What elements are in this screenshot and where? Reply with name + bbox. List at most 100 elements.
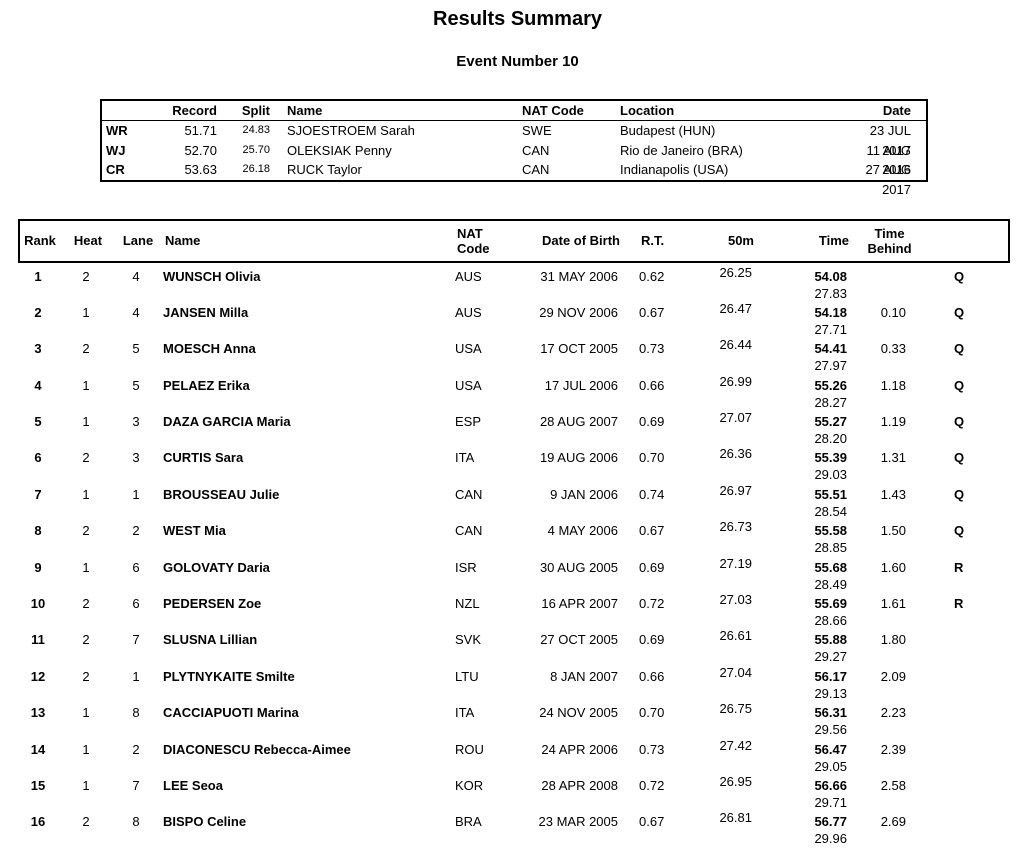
fifty-split-cell: 27.04	[668, 665, 752, 702]
lane-cell: 3	[132, 450, 140, 466]
fifty-split-cell: 26.36	[668, 446, 752, 483]
second-half-split: 28.49	[814, 576, 847, 592]
reaction-time-cell: 0.66	[639, 668, 665, 684]
nat-code-column-header: NAT Code	[522, 103, 584, 118]
result-row: 10 2 6 PEDERSEN Zoe NZL 16 APR 2007 0.72…	[18, 590, 1010, 629]
qualification-cell	[928, 777, 1010, 811]
date-of-birth-cell: 30 AUG 2005	[539, 559, 618, 575]
final-time-value: 55.58	[814, 523, 847, 539]
date-of-birth-column-header: Date of Birth	[542, 232, 620, 248]
swimmer-name-cell: MOESCH Anna	[163, 341, 256, 357]
final-time-value: 56.31	[814, 705, 847, 721]
qualification-cell: Q	[954, 377, 965, 393]
heat-cell: 2	[82, 450, 90, 466]
fifty-split-value: 27.42	[719, 737, 752, 753]
fifty-split-cell: 26.47	[668, 300, 752, 338]
fifty-split-value: 26.61	[719, 628, 752, 644]
lane-column-header: Lane	[122, 232, 154, 248]
qualification-cell: Q	[954, 486, 965, 502]
result-row: 1 2 4 WUNSCH Olivia AUS 31 MAY 2006 0.62…	[18, 263, 1010, 302]
final-time-value: 56.17	[814, 668, 847, 684]
record-row: WR 51.71 24.83 SJOESTROEM Sarah SWE Buda…	[102, 121, 926, 158]
record-location-cell: Indianapolis (USA)	[620, 162, 729, 177]
result-row: 15 1 7 LEE Seoa KOR 28 APR 2008 0.72 26.…	[18, 772, 1010, 811]
heat-cell: 2	[82, 268, 90, 284]
record-holder-cell: OLEKSIAK Penny	[287, 142, 392, 158]
results-table-header: Rank Heat Lane Name NAT Code Date of Bir…	[18, 218, 1010, 263]
heat-cell: 1	[82, 741, 90, 757]
final-time-value: 54.08	[814, 268, 847, 284]
nat-code-cell: AUS	[455, 268, 482, 284]
swimmer-name-cell: DIACONESCU Rebecca-Aimee	[163, 741, 351, 757]
fifty-split-cell: 26.73	[668, 519, 752, 556]
final-time-cell: 55.69 28.66	[752, 595, 847, 629]
record-holder-cell: SJOESTROEM Sarah	[287, 123, 415, 138]
second-half-split: 29.96	[814, 831, 847, 847]
swimmer-name-cell: GOLOVATY Daria	[163, 559, 270, 575]
heat-cell: 2	[82, 632, 90, 648]
page-title: Results Summary	[433, 8, 602, 30]
final-time-value: 56.77	[814, 814, 847, 830]
qualification-cell	[928, 741, 1010, 775]
results-table: Rank Heat Lane Name NAT Code Date of Bir…	[18, 218, 1010, 847]
heat-cell: 2	[82, 668, 90, 684]
qualification-cell	[928, 704, 1010, 738]
final-time-cell: 56.31 29.56	[752, 704, 847, 738]
result-row: 11 2 7 SLUSNA Lillian SVK 27 OCT 2005 0.…	[18, 626, 1010, 665]
rank-cell: 6	[34, 450, 42, 466]
time-behind-cell: 0.10	[880, 304, 906, 320]
fifty-split-value: 26.47	[719, 300, 752, 316]
nat-code-cell: AUS	[455, 304, 482, 320]
fifty-split-value: 27.03	[719, 592, 752, 608]
qualification-cell	[928, 631, 1010, 665]
lane-cell: 7	[132, 777, 140, 793]
second-half-split: 28.27	[814, 394, 847, 410]
swimmer-name-cell: JANSEN Milla	[163, 304, 249, 320]
lane-cell: 1	[132, 486, 140, 502]
event-number-title: Event Number 10	[456, 53, 579, 70]
location-column-header: Location	[620, 103, 675, 118]
final-time-cell: 54.08 27.83	[752, 268, 847, 302]
time-behind-cell: 2.23	[880, 705, 906, 721]
nat-code-cell: ITA	[455, 450, 475, 466]
fifty-split-cell: 26.61	[668, 628, 752, 665]
record-date-cell: 11 AUG 2016	[866, 142, 911, 178]
nat-code-cell: ROU	[455, 741, 484, 757]
heat-cell: 1	[82, 304, 90, 320]
second-half-split: 29.27	[814, 649, 847, 665]
fifty-split-value: 27.19	[719, 555, 752, 571]
record-nat-cell: CAN	[522, 162, 550, 177]
reaction-time-cell: 0.70	[639, 450, 665, 466]
record-location-cell: Budapest (HUN)	[620, 123, 716, 138]
name-column-header: Name	[287, 103, 323, 118]
second-half-split: 27.83	[814, 285, 847, 301]
records-table: Record Split Name NAT Code Location Date…	[100, 99, 928, 197]
qualification-column-header	[930, 221, 1008, 261]
lane-cell: 8	[132, 814, 140, 830]
record-date-cell: 23 JUL 2017	[869, 123, 911, 158]
reaction-time-cell: 0.66	[639, 377, 665, 393]
final-time-cell: 54.18 27.71	[752, 304, 847, 338]
fifty-split-value: 27.07	[719, 410, 752, 426]
fifty-split-value: 26.99	[719, 373, 752, 389]
record-location-cell: Rio de Janeiro (BRA)	[620, 142, 743, 158]
time-behind-cell: 1.18	[880, 377, 906, 393]
record-time-cell: 51.71	[184, 123, 217, 138]
swimmer-name-cell: WUNSCH Olivia	[163, 268, 261, 284]
qualification-cell	[928, 668, 1010, 702]
final-time-cell: 56.66 29.71	[752, 777, 847, 811]
fifty-split-value: 26.73	[719, 519, 752, 535]
record-nat-cell: SWE	[522, 123, 552, 138]
time-behind-cell: 1.50	[880, 523, 906, 539]
date-of-birth-cell: 31 MAY 2006	[540, 268, 618, 284]
date-of-birth-cell: 8 JAN 2007	[550, 668, 618, 684]
fifty-split-cell: 26.97	[668, 483, 752, 520]
final-time-cell: 56.77 29.96	[752, 813, 847, 847]
lane-cell: 4	[132, 268, 140, 284]
second-half-split: 29.03	[814, 467, 847, 483]
lane-cell: 6	[132, 559, 140, 575]
rank-cell: 2	[34, 304, 42, 320]
time-behind-cell: 1.60	[880, 559, 906, 575]
time-behind-cell: 1.43	[880, 486, 906, 502]
time-behind-cell: 2.58	[880, 777, 906, 793]
